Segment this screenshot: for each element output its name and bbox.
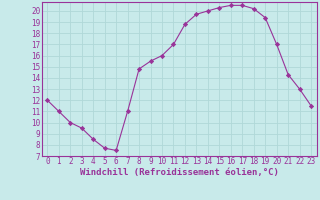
X-axis label: Windchill (Refroidissement éolien,°C): Windchill (Refroidissement éolien,°C) [80,168,279,177]
